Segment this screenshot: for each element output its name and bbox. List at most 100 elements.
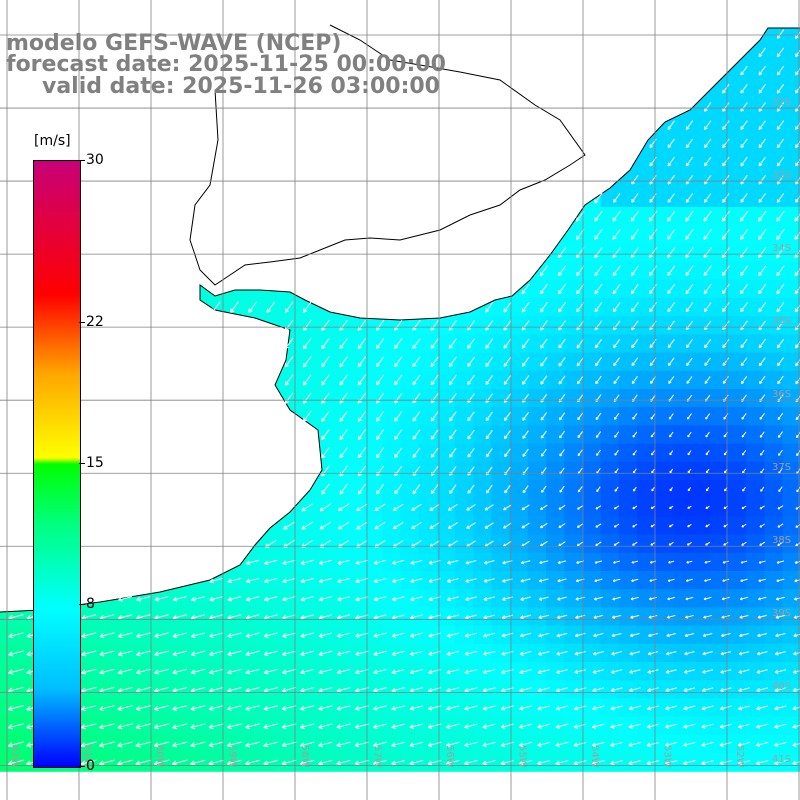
wind-arrow bbox=[740, 283, 748, 295]
lat-label: 33S bbox=[772, 170, 791, 181]
speed-cell bbox=[491, 389, 511, 408]
speed-cell bbox=[728, 407, 747, 426]
speed-cell bbox=[582, 534, 602, 554]
speed-cell bbox=[709, 97, 729, 117]
speed-cell bbox=[473, 443, 492, 463]
speed-cell bbox=[291, 607, 310, 627]
speed-cell bbox=[345, 698, 365, 718]
speed-cell bbox=[309, 607, 329, 627]
speed-cell bbox=[418, 625, 438, 645]
speed-cell bbox=[637, 643, 656, 663]
speed-cell bbox=[491, 443, 511, 463]
wind-arrow bbox=[758, 65, 766, 76]
speed-cell bbox=[637, 461, 656, 481]
wind-arrow bbox=[703, 265, 712, 277]
speed-cell bbox=[637, 170, 656, 190]
speed-cell bbox=[782, 25, 800, 44]
speed-cell bbox=[418, 552, 438, 572]
wind-arrow bbox=[448, 356, 457, 368]
speed-cell bbox=[527, 698, 547, 718]
speed-cell bbox=[327, 734, 347, 754]
speed-cell bbox=[764, 480, 784, 499]
speed-cell bbox=[473, 370, 492, 390]
legend-tick-mark bbox=[79, 604, 85, 606]
speed-cell bbox=[473, 643, 492, 663]
speed-cell bbox=[600, 498, 620, 517]
wind-arrow bbox=[649, 283, 657, 295]
speed-cell bbox=[691, 352, 711, 372]
speed-cell bbox=[746, 407, 765, 426]
speed-cell bbox=[600, 698, 620, 718]
speed-cell bbox=[728, 79, 747, 99]
speed-cell bbox=[746, 680, 765, 699]
wind-arrow bbox=[612, 228, 621, 240]
wind-arrow bbox=[758, 265, 767, 277]
speed-cell bbox=[309, 571, 329, 590]
speed-cell bbox=[91, 680, 110, 699]
speed-cell bbox=[691, 498, 711, 517]
wind-arrow bbox=[613, 338, 621, 349]
speed-cell bbox=[491, 498, 511, 517]
speed-cell bbox=[436, 480, 456, 499]
speed-cell bbox=[291, 571, 310, 590]
speed-cell bbox=[546, 443, 565, 463]
speed-cell bbox=[655, 607, 674, 627]
speed-cell bbox=[491, 662, 511, 681]
speed-cell bbox=[764, 389, 784, 408]
speed-cell bbox=[600, 207, 620, 226]
speed-cell bbox=[618, 571, 638, 590]
speed-cell bbox=[673, 443, 693, 463]
speed-cell bbox=[400, 589, 420, 608]
speed-cell bbox=[473, 389, 492, 408]
speed-cell bbox=[382, 534, 401, 554]
speed-cell bbox=[782, 662, 800, 681]
speed-cell bbox=[655, 516, 674, 536]
speed-cell bbox=[91, 607, 110, 627]
speed-cell bbox=[782, 43, 800, 62]
speed-cell bbox=[527, 607, 547, 627]
speed-cell bbox=[436, 498, 456, 517]
wind-arrow bbox=[302, 337, 312, 350]
speed-cell bbox=[473, 480, 492, 499]
lat-label: 41S bbox=[772, 754, 791, 765]
wind-arrow bbox=[721, 210, 730, 222]
speed-cell bbox=[600, 607, 620, 627]
speed-cell bbox=[709, 316, 729, 335]
speed-cell bbox=[364, 680, 383, 699]
lon-label: 60W bbox=[154, 745, 165, 768]
speed-cell bbox=[491, 534, 511, 554]
speed-cell bbox=[564, 589, 583, 608]
wind-arrow bbox=[685, 283, 694, 295]
speed-cell bbox=[182, 753, 201, 772]
speed-cell bbox=[637, 279, 656, 299]
speed-cell bbox=[382, 334, 401, 354]
speed-cell bbox=[473, 716, 492, 736]
speed-cell bbox=[400, 753, 420, 772]
speed-cell bbox=[291, 516, 310, 536]
speed-cell bbox=[509, 370, 529, 390]
speed-cell bbox=[637, 316, 656, 335]
speed-cell bbox=[509, 552, 529, 572]
speed-cell bbox=[618, 334, 638, 354]
speed-cell bbox=[728, 170, 747, 190]
wind-arrow bbox=[776, 156, 785, 167]
speed-cell bbox=[618, 207, 638, 226]
speed-cell bbox=[728, 461, 747, 481]
speed-cell bbox=[600, 316, 620, 335]
speed-cell bbox=[455, 571, 474, 590]
speed-cell bbox=[564, 662, 583, 681]
speed-cell bbox=[637, 152, 656, 172]
wind-arrow bbox=[704, 156, 712, 167]
speed-cell bbox=[709, 698, 729, 718]
lat-label: 36S bbox=[772, 389, 791, 400]
speed-cell bbox=[655, 225, 674, 244]
speed-cell bbox=[728, 625, 747, 645]
speed-cell bbox=[509, 680, 529, 699]
lat-label: 37S bbox=[772, 462, 791, 473]
speed-cell bbox=[709, 370, 729, 390]
speed-cell bbox=[145, 734, 165, 754]
wind-arrow bbox=[758, 193, 766, 203]
speed-cell bbox=[291, 316, 310, 335]
speed-cell bbox=[746, 170, 765, 190]
wind-arrow bbox=[667, 156, 675, 167]
